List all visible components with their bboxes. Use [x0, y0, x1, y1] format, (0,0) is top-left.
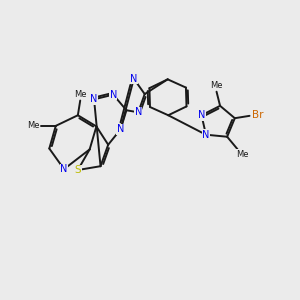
Text: N: N [198, 110, 205, 120]
Text: N: N [130, 74, 137, 84]
Text: Me: Me [27, 121, 40, 130]
Text: N: N [60, 164, 68, 174]
Text: Me: Me [210, 81, 222, 90]
Text: Me: Me [236, 150, 249, 159]
Text: Br: Br [252, 110, 263, 120]
Text: N: N [202, 130, 210, 140]
Text: N: N [117, 124, 124, 134]
Text: N: N [90, 94, 98, 104]
Text: N: N [110, 90, 117, 100]
Text: S: S [74, 165, 81, 175]
Text: Me: Me [75, 90, 87, 99]
Text: N: N [134, 107, 142, 117]
